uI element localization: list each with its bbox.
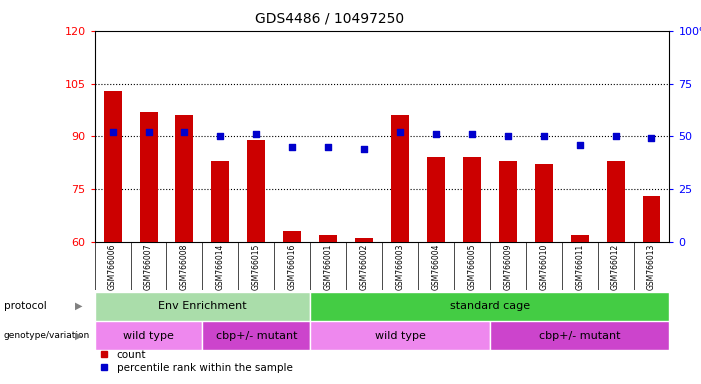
Text: Env Enrichment: Env Enrichment xyxy=(158,301,247,311)
Text: GSM766008: GSM766008 xyxy=(180,243,189,290)
Bar xyxy=(247,140,265,242)
Text: GSM766009: GSM766009 xyxy=(503,243,512,290)
Bar xyxy=(95,321,203,350)
Text: GSM766006: GSM766006 xyxy=(108,243,117,290)
Text: GSM766001: GSM766001 xyxy=(324,243,333,290)
Text: GSM766003: GSM766003 xyxy=(395,243,404,290)
Text: GSM766004: GSM766004 xyxy=(431,243,440,290)
Point xyxy=(107,129,118,135)
Point xyxy=(287,144,298,150)
Bar xyxy=(391,115,409,242)
Point xyxy=(179,129,190,135)
Point xyxy=(646,136,657,142)
Text: GSM766014: GSM766014 xyxy=(216,243,225,290)
Point xyxy=(538,133,550,139)
Text: cbp+/- mutant: cbp+/- mutant xyxy=(215,331,297,341)
Text: wild type: wild type xyxy=(374,331,426,341)
Point xyxy=(610,133,621,139)
Text: GSM766002: GSM766002 xyxy=(360,243,369,290)
Bar xyxy=(463,157,481,242)
Bar xyxy=(427,157,445,242)
Point xyxy=(322,144,334,150)
Point xyxy=(251,131,262,137)
Text: wild type: wild type xyxy=(123,331,174,341)
Text: GSM766005: GSM766005 xyxy=(468,243,477,290)
Text: protocol: protocol xyxy=(4,301,46,311)
Bar xyxy=(490,321,669,350)
Point xyxy=(395,129,406,135)
Text: genotype/variation: genotype/variation xyxy=(4,331,90,340)
Text: GSM766011: GSM766011 xyxy=(575,243,584,290)
Bar xyxy=(499,161,517,242)
Bar xyxy=(104,91,121,242)
Bar xyxy=(212,161,229,242)
Point xyxy=(430,131,442,137)
Text: ▶: ▶ xyxy=(75,301,83,311)
Point xyxy=(358,146,369,152)
Bar xyxy=(310,321,490,350)
Text: GSM766012: GSM766012 xyxy=(611,243,620,290)
Bar xyxy=(571,235,589,242)
Bar xyxy=(535,164,552,242)
Bar xyxy=(355,238,373,242)
Bar xyxy=(95,292,310,321)
Point xyxy=(502,133,513,139)
Text: GSM766007: GSM766007 xyxy=(144,243,153,290)
Text: GSM766015: GSM766015 xyxy=(252,243,261,290)
Text: cbp+/- mutant: cbp+/- mutant xyxy=(539,331,620,341)
Point xyxy=(574,142,585,148)
Bar xyxy=(283,231,301,242)
Text: GSM766016: GSM766016 xyxy=(287,243,297,290)
Bar xyxy=(203,321,310,350)
Text: standard cage: standard cage xyxy=(450,301,530,311)
Text: ▶: ▶ xyxy=(75,331,83,341)
Bar xyxy=(643,196,660,242)
Bar xyxy=(139,112,158,242)
Legend: count, percentile rank within the sample: count, percentile rank within the sample xyxy=(100,350,292,373)
Bar xyxy=(319,235,337,242)
Point xyxy=(143,129,154,135)
Text: GSM766010: GSM766010 xyxy=(539,243,548,290)
Text: GDS4486 / 10497250: GDS4486 / 10497250 xyxy=(255,12,404,25)
Point xyxy=(215,133,226,139)
Bar xyxy=(175,115,193,242)
Bar xyxy=(606,161,625,242)
Bar xyxy=(310,292,669,321)
Text: GSM766013: GSM766013 xyxy=(647,243,656,290)
Point xyxy=(466,131,477,137)
